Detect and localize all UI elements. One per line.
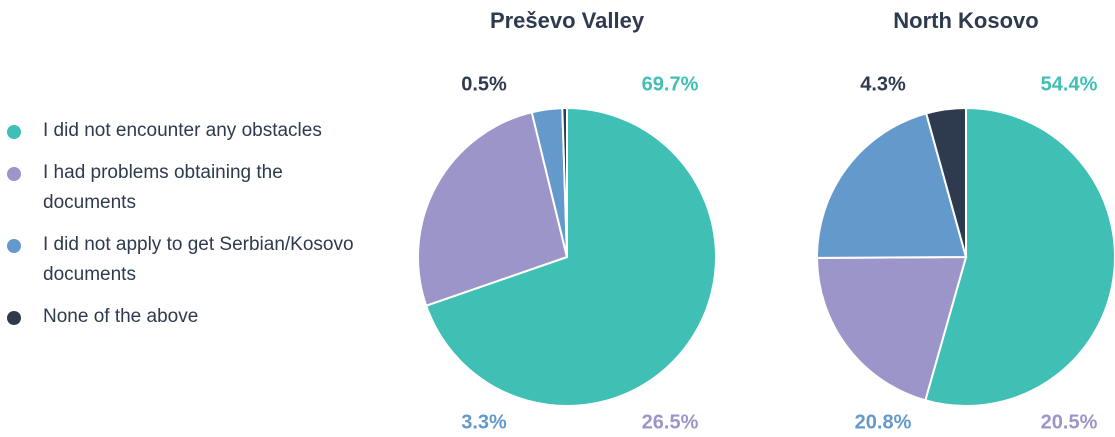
legend-item: I did not apply to get Serbian/Kosovo do… bbox=[0, 230, 380, 290]
pie-slice bbox=[815, 255, 968, 402]
legend-label: None of the above bbox=[43, 306, 199, 327]
legend-label: I did not apply to get Serbian/Kosovo do… bbox=[43, 234, 354, 285]
legend-label: I had problems obtaining the documents bbox=[43, 162, 283, 213]
value-label: 3.3% bbox=[461, 411, 507, 433]
legend-item: I had problems obtaining the documents bbox=[0, 158, 380, 218]
legend-item: I did not encounter any obstacles bbox=[0, 116, 380, 146]
legend-dot bbox=[7, 239, 21, 253]
value-label: 26.5% bbox=[642, 411, 699, 433]
pie-slice bbox=[424, 106, 717, 407]
legend-label: I did not encounter any obstacles bbox=[43, 120, 322, 141]
chart-title: North Kosovo bbox=[893, 8, 1038, 33]
pie-slice bbox=[925, 106, 967, 258]
legend-item: None of the above bbox=[0, 302, 380, 332]
value-label: 69.7% bbox=[642, 73, 699, 95]
chart-title: Preševo Valley bbox=[490, 8, 645, 33]
legend: I did not encounter any obstacles I had p… bbox=[0, 116, 380, 344]
pie-slice bbox=[924, 106, 1115, 407]
value-label: 20.5% bbox=[1041, 411, 1098, 433]
pie-slice bbox=[417, 111, 569, 307]
value-label: 0.5% bbox=[461, 73, 507, 95]
value-label: 54.4% bbox=[1041, 73, 1098, 95]
value-label: 4.3% bbox=[860, 73, 906, 95]
value-label: 20.8% bbox=[855, 411, 912, 433]
legend-dot bbox=[7, 125, 21, 139]
legend-dot bbox=[7, 311, 21, 325]
legend-dot bbox=[7, 167, 21, 181]
pie-slice bbox=[561, 106, 568, 258]
pie-slice bbox=[816, 112, 968, 259]
